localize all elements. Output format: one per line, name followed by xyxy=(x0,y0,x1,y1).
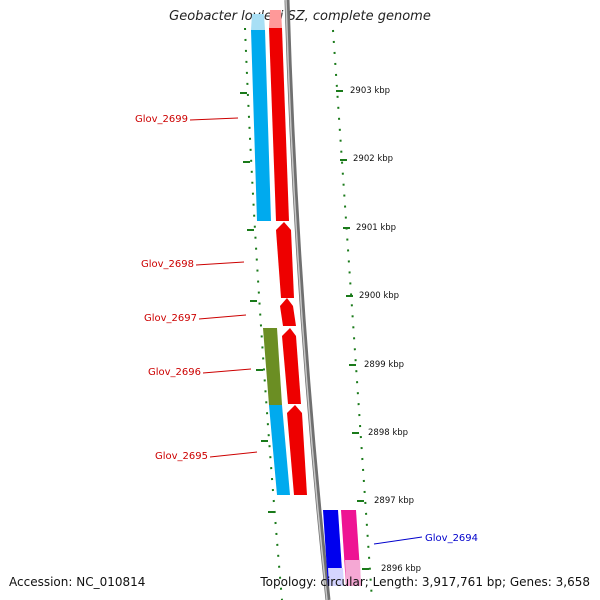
leader-line-2694 xyxy=(373,536,423,545)
leader-line-2699 xyxy=(189,117,239,121)
tick-label-2902: 2902 kbp xyxy=(353,154,393,164)
gene-label-2696[interactable]: Glov_2696 xyxy=(148,367,201,378)
tick-label-2897: 2897 kbp xyxy=(374,496,414,506)
backbone-highlight xyxy=(285,0,328,600)
gene-arrow-2695 xyxy=(287,405,307,495)
cds-feature-2699 xyxy=(251,30,271,221)
gene-arrow-2694 xyxy=(323,510,343,586)
leader-line-2697 xyxy=(198,314,247,320)
tick-label-2901: 2901 kbp xyxy=(356,223,396,233)
gene-arrow-2698 xyxy=(276,222,294,298)
tick-label-2898: 2898 kbp xyxy=(368,428,408,438)
cds-feature-2695 xyxy=(269,405,290,495)
gene-label-2697[interactable]: Glov_2697 xyxy=(144,313,197,324)
leader-line-2698 xyxy=(195,261,245,266)
gene-arrow-2699 xyxy=(269,28,289,221)
leader-line-2695 xyxy=(209,451,258,458)
gene-label-2694[interactable]: Glov_2694 xyxy=(425,533,478,544)
misc-feature-2696 xyxy=(263,328,282,405)
magenta-feature-pale xyxy=(345,560,361,586)
gene-arrow-2697 xyxy=(280,298,296,326)
gene-arrow-2696 xyxy=(282,328,301,404)
backbone-ring xyxy=(284,0,331,600)
tick-label-2899: 2899 kbp xyxy=(364,360,404,370)
gene-arrow-2694-pale xyxy=(328,568,344,586)
gene-arrow-2699-top xyxy=(269,10,282,28)
gene-label-2699[interactable]: Glov_2699 xyxy=(135,114,188,125)
tick-label-2900: 2900 kbp xyxy=(359,291,399,301)
genome-title: Geobacter lovleyi SZ, complete genome xyxy=(169,9,431,24)
accession-text: Accession: NC_010814 xyxy=(9,575,146,589)
tick-label-2896: 2896 kbp xyxy=(381,564,421,574)
leader-line-2696 xyxy=(202,368,252,374)
gene-label-2698[interactable]: Glov_2698 xyxy=(141,259,194,270)
tick-label-2903: 2903 kbp xyxy=(350,86,390,96)
gene-label-2695[interactable]: Glov_2695 xyxy=(155,451,208,462)
cds-feature-2699-top xyxy=(251,14,265,30)
topology-text: Topology: circular; Length: 3,917,761 bp… xyxy=(260,575,590,589)
